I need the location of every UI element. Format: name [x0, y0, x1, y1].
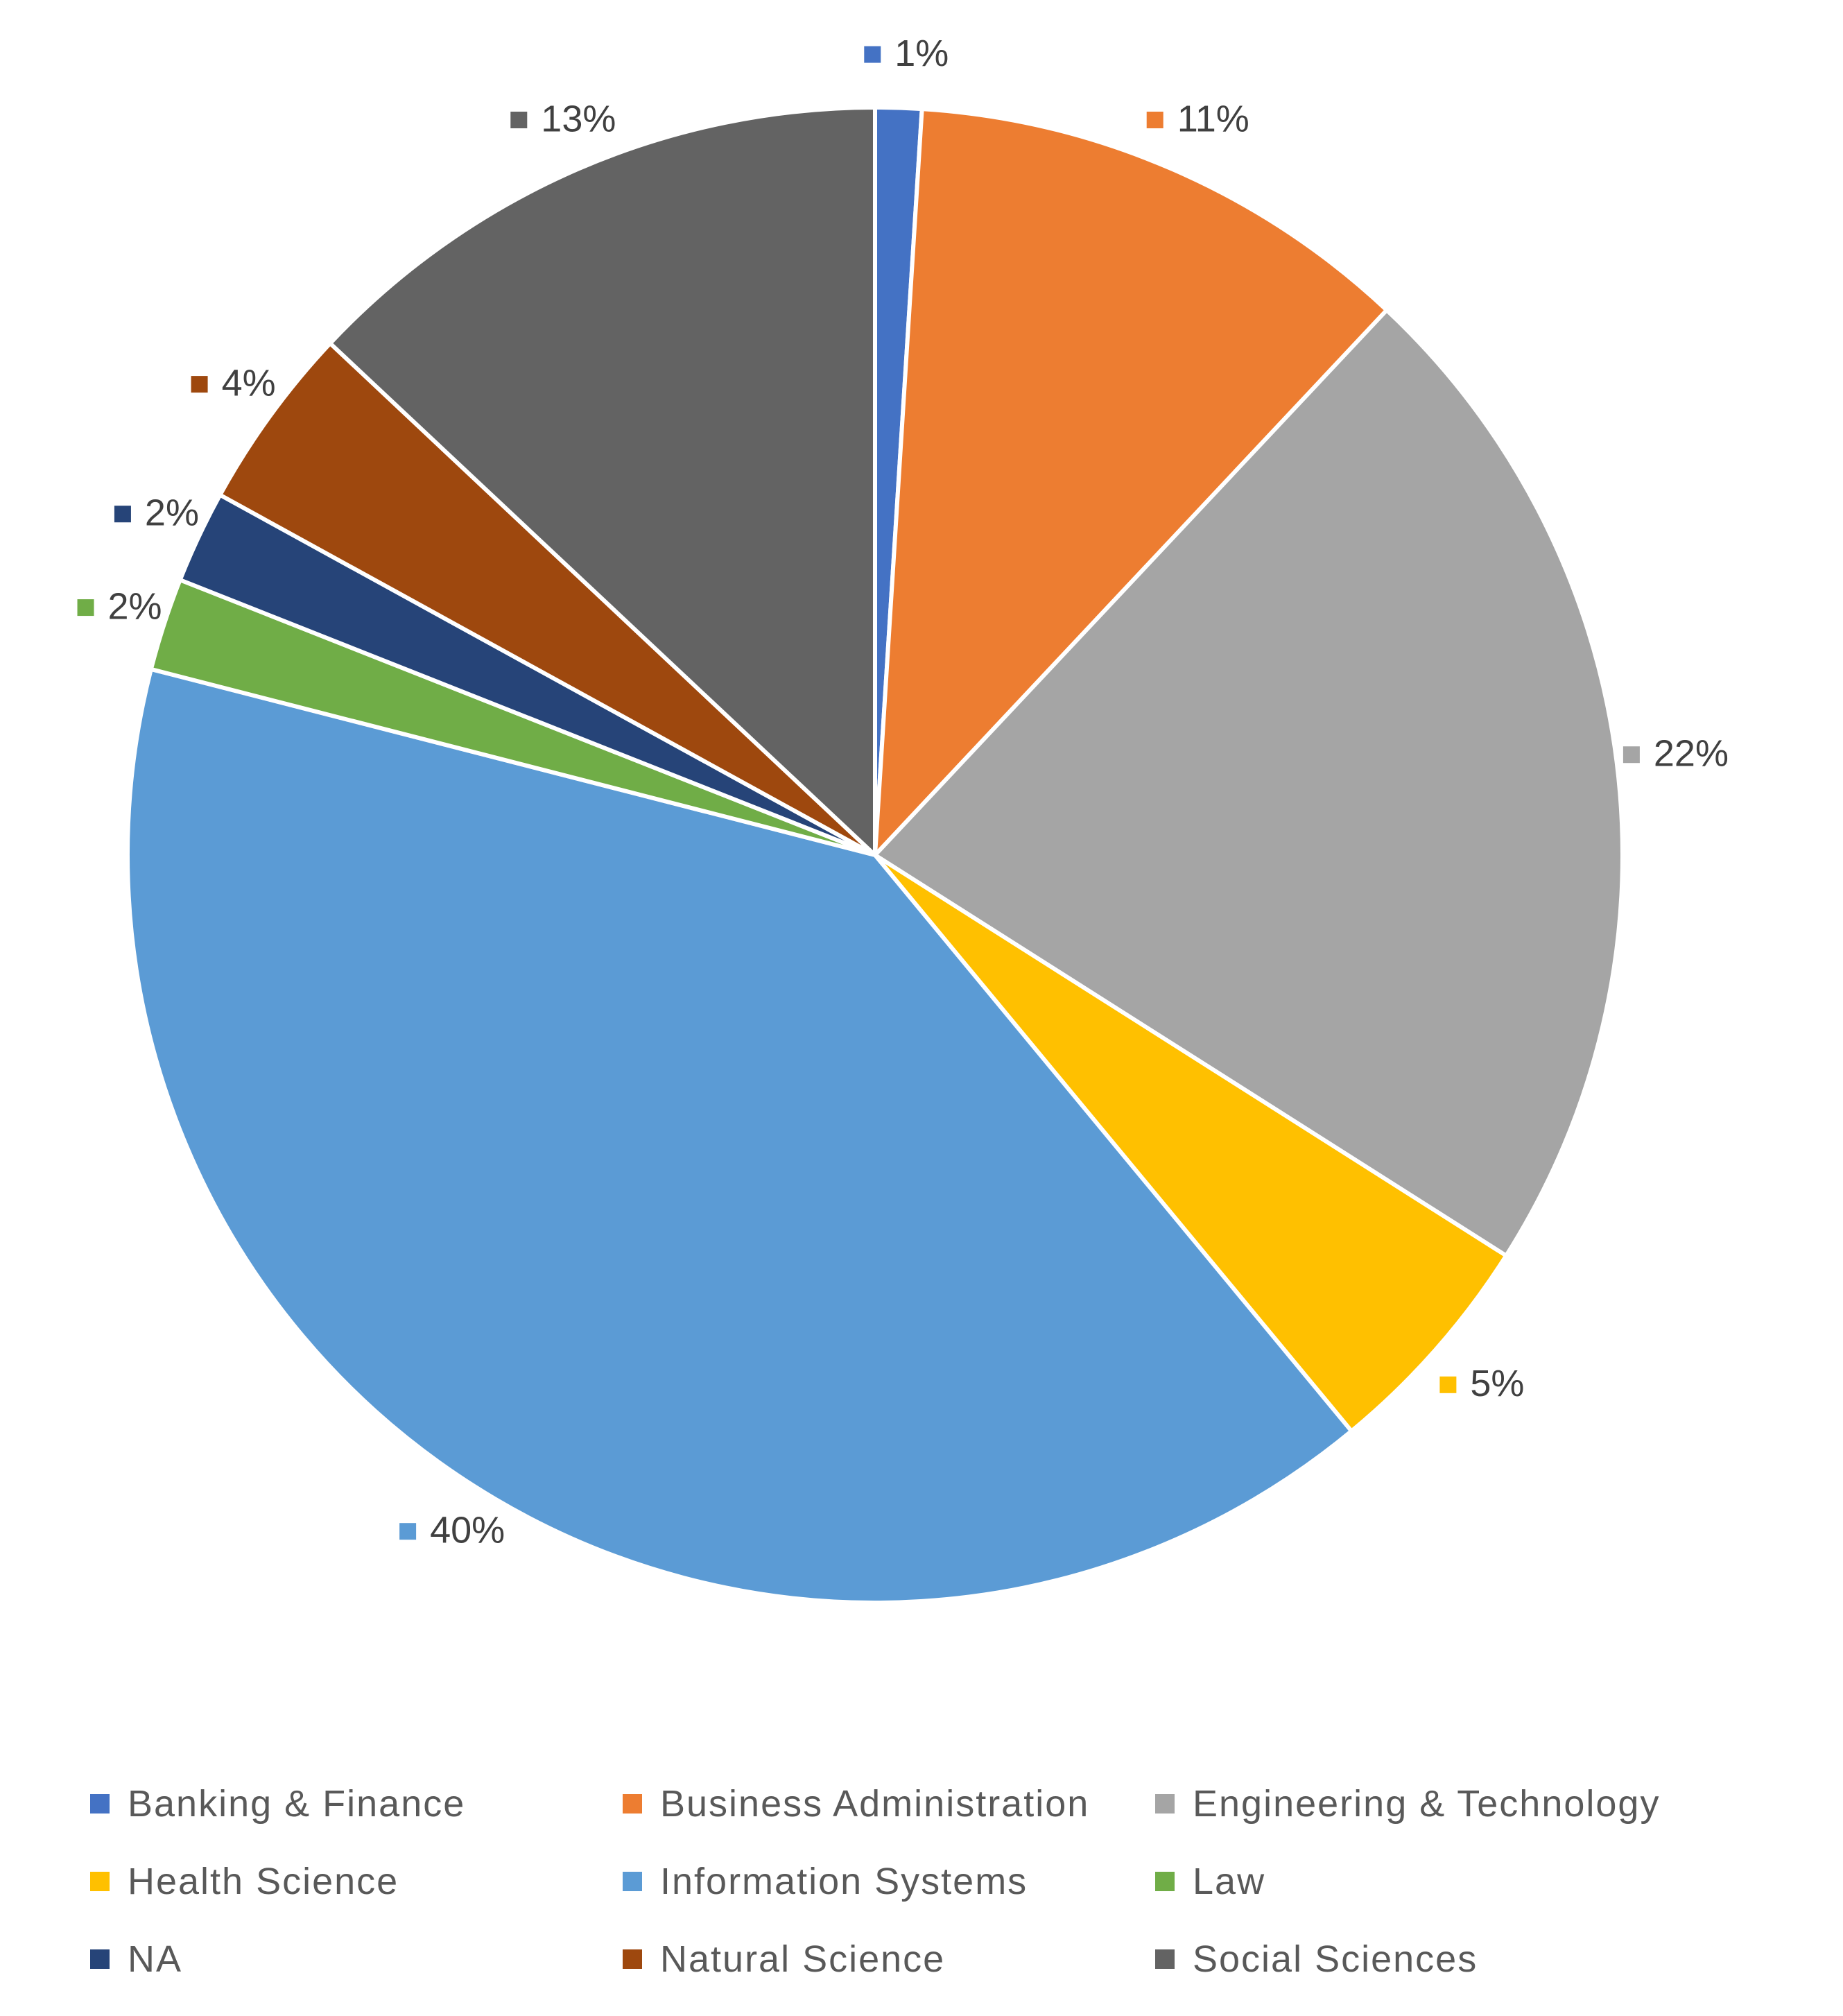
data-label-text: 2%: [108, 585, 162, 627]
pie-slices: [126, 105, 1625, 1605]
pie-slice-health-science: [873, 853, 1509, 1433]
data-label-marker: [864, 46, 881, 63]
legend-item-engineering-and-technology: Engineering & Technology: [1155, 1765, 1754, 1843]
legend-label: Information Systems: [660, 1861, 1028, 1902]
legend-swatch: [1155, 1872, 1175, 1891]
data-label-text: 5%: [1470, 1363, 1524, 1404]
data-label-marker: [191, 376, 208, 393]
data-label-marker: [1623, 746, 1640, 764]
data-label-engineering-and-technology: 22%: [1623, 733, 1729, 775]
data-label-text: 40%: [430, 1509, 505, 1551]
data-label-text: 22%: [1654, 733, 1729, 775]
data-label-social-sciences: 13%: [510, 98, 616, 139]
data-label-text: 4%: [222, 362, 276, 404]
legend-label: Banking & Finance: [128, 1783, 466, 1825]
data-label-text: 2%: [145, 492, 199, 533]
legend-item-banking-and-finance: Banking & Finance: [90, 1765, 623, 1843]
legend-swatch: [1155, 1949, 1175, 1969]
data-label-marker: [77, 599, 94, 617]
legend-label: NA: [128, 1938, 183, 1980]
pie-slice-social-sciences: [328, 105, 877, 857]
legend-swatch: [623, 1872, 642, 1891]
legend: Banking & Finance Business Administration…: [90, 1765, 1754, 1998]
legend-label: Engineering & Technology: [1193, 1783, 1661, 1825]
pie-slice-business-administration: [873, 107, 1389, 857]
data-label-text: 11%: [1177, 98, 1249, 139]
data-label-business-administration: 11%: [1146, 98, 1249, 139]
legend-swatch: [623, 1949, 642, 1969]
legend-swatch: [90, 1949, 110, 1969]
legend-item-natural-science: Natural Science: [623, 1920, 1155, 1998]
pie-slice-natural-science: [218, 341, 877, 857]
legend-item-na: NA: [90, 1920, 623, 1998]
data-label-text: 1%: [894, 33, 949, 74]
legend-swatch: [90, 1872, 110, 1891]
data-label-health-science: 5%: [1439, 1363, 1524, 1404]
data-label-information-systems: 40%: [399, 1509, 505, 1551]
data-label-text: 13%: [541, 98, 616, 139]
legend-swatch: [623, 1794, 642, 1813]
data-label-marker: [1439, 1376, 1457, 1393]
legend-label: Social Sciences: [1193, 1938, 1478, 1980]
legend-item-social-sciences: Social Sciences: [1155, 1920, 1754, 1998]
legend-label: Business Administration: [660, 1783, 1090, 1825]
legend-item-business-administration: Business Administration: [623, 1765, 1155, 1843]
data-label-na: 2%: [114, 492, 199, 533]
data-label-banking-and-finance: 1%: [864, 33, 949, 74]
legend-item-information-systems: Information Systems: [623, 1843, 1155, 1920]
data-label-marker: [510, 111, 528, 128]
legend-swatch: [90, 1794, 110, 1813]
legend-label: Law: [1193, 1861, 1266, 1902]
data-label-marker: [114, 506, 131, 523]
legend-label: Health Science: [128, 1861, 399, 1902]
legend-item-law: Law: [1155, 1843, 1754, 1920]
legend-swatch: [1155, 1794, 1175, 1813]
data-label-law: 2%: [77, 585, 162, 627]
legend-label: Natural Science: [660, 1938, 946, 1980]
data-label-natural-science: 4%: [191, 362, 276, 404]
legend-item-health-science: Health Science: [90, 1843, 623, 1920]
data-label-marker: [1146, 111, 1163, 128]
data-labels: 1% 11% 22% 5% 40% 2% 2% 4% 13%: [77, 33, 1729, 1551]
pie-slice-information-systems: [126, 666, 1354, 1605]
data-label-marker: [399, 1523, 417, 1540]
pie-slice-engineering-and-technology: [873, 308, 1625, 1258]
